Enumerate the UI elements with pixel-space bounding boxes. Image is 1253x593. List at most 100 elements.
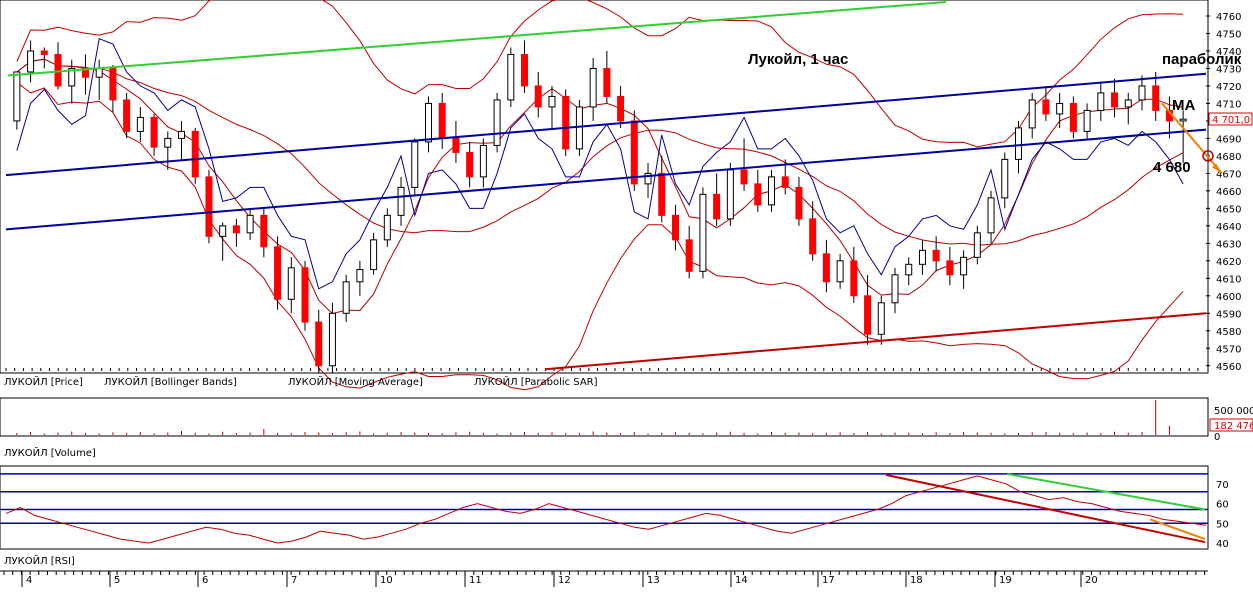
candle-body (356, 269, 364, 283)
price-y-tick-label: 4570 (1216, 344, 1241, 355)
candle-body (493, 99, 501, 146)
price-y-tick-label: 4760 (1216, 12, 1241, 23)
candle-body (1028, 99, 1036, 129)
candle-body (370, 239, 378, 271)
x-axis-day-label: 12 (558, 575, 571, 586)
target-annotation: 4 680 (1153, 159, 1191, 176)
x-axis-day-label: 10 (380, 575, 393, 586)
green-trend-line (7, 1, 947, 77)
price-y-tick-label: 4640 (1216, 222, 1241, 233)
candle-body (397, 186, 405, 216)
candle-body (191, 130, 199, 178)
candle-body (836, 260, 844, 283)
price-pane (0, 0, 1209, 374)
candle-body (987, 197, 995, 234)
target-marker (1202, 150, 1214, 162)
parabolic-annotation: параболик (1162, 51, 1242, 68)
candle-body (123, 99, 131, 132)
x-axis-day-label: 11 (469, 575, 482, 586)
legend-bollinger: ЛУКОЙЛ [Bollinger Bands] (104, 375, 237, 388)
price-y-tick-label: 4600 (1216, 292, 1241, 303)
candle-body (342, 281, 350, 314)
rsi-line (5, 475, 1207, 544)
candle-body (246, 214, 254, 234)
legend-sar: ЛУКОЙЛ [Parabolic SAR] (474, 375, 598, 388)
price-y-tick-label: 4690 (1216, 134, 1241, 145)
price-y-tick-label: 4720 (1216, 82, 1241, 93)
candle-body (40, 50, 48, 55)
price-y-tick-label: 4670 (1216, 169, 1241, 180)
candle-body (466, 151, 474, 178)
candle-body (932, 249, 940, 262)
candle-body (877, 302, 885, 335)
candle-body (754, 183, 762, 206)
price-y-tick-label: 4740 (1216, 47, 1241, 58)
candle-body (424, 102, 432, 143)
x-axis-day-label: 7 (291, 575, 297, 586)
candle-body (768, 176, 776, 206)
rsi-y-tick-label: 70 (1216, 480, 1229, 491)
candle-body (452, 137, 460, 153)
candle-body (178, 130, 186, 139)
candle-body (274, 246, 282, 300)
candle-body (589, 67, 597, 108)
price-y-tick-label: 4630 (1216, 239, 1241, 250)
legend-price: ЛУКОЙЛ [Price] (4, 375, 83, 388)
legend-rsi: ЛУКОЙЛ [RSI] (4, 554, 75, 567)
bollinger-middle-line (16, 58, 1184, 246)
price-y-tick-label: 4730 (1216, 64, 1241, 75)
legend-ma: ЛУКОЙЛ [Moving Average] (288, 375, 423, 388)
candle-body (521, 53, 529, 87)
candle-body (658, 172, 666, 216)
price-y-tick-label: 4650 (1216, 204, 1241, 215)
candle-body (726, 169, 734, 220)
candle-body (383, 214, 391, 241)
rsi-y-tick-label: 40 (1216, 539, 1229, 550)
rsi-y-tick-label: 50 (1216, 519, 1229, 530)
volume-pane (0, 397, 1209, 437)
candle-body (781, 176, 789, 188)
last-price-label: 4 701,0 (1212, 115, 1250, 126)
candle-body (946, 260, 954, 276)
candle-body (905, 263, 913, 276)
x-axis-day-label: 18 (910, 575, 923, 586)
price-y-tick-label: 4610 (1216, 274, 1241, 285)
candle-body (617, 95, 625, 122)
price-y-tick-label: 4660 (1216, 187, 1241, 198)
rsi-y-tick-label: 60 (1216, 500, 1229, 511)
candle-body (109, 67, 117, 101)
candle-body (1056, 102, 1064, 115)
candle-body (328, 312, 336, 367)
candle-body (411, 141, 419, 188)
candle-body (1152, 85, 1160, 111)
candle-body (1042, 99, 1050, 115)
x-axis-day-label: 6 (202, 575, 208, 586)
volume-tick-top: 500 000 (1214, 406, 1253, 417)
last-price-box (1208, 112, 1253, 126)
x-axis-day-label: 19 (999, 575, 1012, 586)
rsi-green-trend-line (1006, 472, 1206, 511)
candle-body (95, 67, 103, 78)
candle-body (864, 295, 872, 335)
candle-body (13, 71, 21, 122)
x-axis-day-label: 4 (26, 575, 32, 586)
candle-body (1111, 92, 1119, 108)
candle-body (630, 120, 638, 185)
ma-annotation: МА (1172, 97, 1195, 114)
moving-average-line (16, 58, 1184, 315)
candle-body (562, 95, 570, 150)
price-y-tick-label: 4590 (1216, 309, 1241, 320)
candle-body (1179, 118, 1187, 122)
candle-body (315, 321, 323, 367)
volume-tick-zero: 0 (1214, 432, 1220, 443)
blue-channel-upper (5, 72, 1207, 177)
candle-body (68, 67, 76, 87)
candle-body (479, 144, 487, 178)
price-y-tick-label: 4620 (1216, 257, 1241, 268)
candle-body (918, 249, 926, 265)
candle-body (219, 225, 227, 237)
candle-body (1069, 102, 1077, 132)
candle-body (1138, 85, 1146, 101)
candle-body (205, 176, 213, 237)
